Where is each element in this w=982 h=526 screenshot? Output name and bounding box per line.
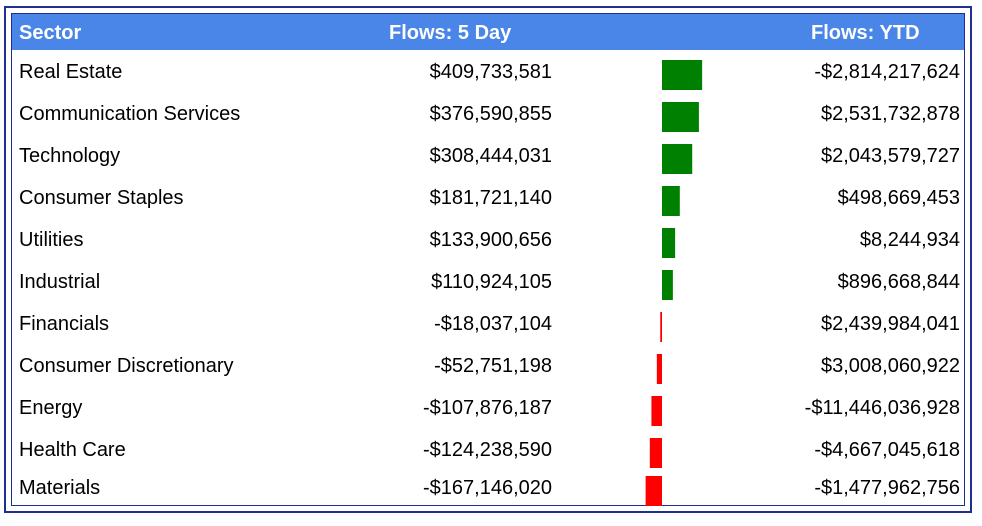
sector-name: Consumer Discretionary (19, 355, 234, 377)
flows-table-frame: Sector Flows: 5 Day Flows: YTD Real Esta… (4, 6, 972, 513)
flow-bar-energy (651, 396, 662, 426)
table-row: Real Estate $409,733,581 -$2,814,217,624 (12, 50, 964, 92)
table-row: Industrial $110,924,105 $896,668,844 (12, 260, 964, 302)
table-row: Consumer Staples $181,721,140 $498,669,453 (12, 176, 964, 218)
table-row: Technology $308,444,031 $2,043,579,727 (12, 134, 964, 176)
flows-5-day-value: $376,590,855 (429, 103, 552, 125)
table-row: Utilities $133,900,656 $8,244,934 (12, 218, 964, 260)
flow-bar-materials (645, 476, 662, 506)
flow-bars-chart (645, 60, 703, 506)
flows-ytd-value: $2,043,579,727 (820, 145, 960, 167)
flow-bar-financials (660, 312, 662, 342)
flows-ytd-value: -$2,814,217,624 (814, 61, 960, 83)
flows-ytd-value: -$4,667,045,618 (814, 439, 960, 461)
flows-ytd-value: $2,439,984,041 (820, 313, 960, 335)
sector-name: Utilities (19, 229, 84, 251)
flows-5-day-value: $110,924,105 (431, 271, 552, 293)
flows-5-day-value: $308,444,031 (429, 145, 552, 167)
flows-ytd-value: -$1,477,962,756 (814, 477, 960, 499)
table-row: Financials -$18,037,104 $2,439,984,041 (12, 302, 964, 344)
table-row: Health Care -$124,238,590 -$4,667,045,618 (12, 428, 964, 470)
flows-5-day-value: -$107,876,187 (422, 397, 552, 419)
sector-name: Health Care (19, 439, 126, 461)
sector-name: Energy (19, 397, 83, 419)
flows-5-day-value: $133,900,656 (429, 229, 552, 251)
flows-5-day-value: -$52,751,198 (434, 355, 552, 377)
flow-bar-utilities (662, 228, 676, 258)
flow-bar-health-care (649, 438, 662, 468)
flows-ytd-value: $896,668,844 (837, 271, 960, 293)
sector-name: Materials (19, 477, 101, 499)
table-row: Communication Services $376,590,855 $2,531… (12, 92, 964, 134)
flow-bar-industrial (662, 270, 673, 300)
flows-table: Sector Flows: 5 Day Flows: YTD Real Esta… (11, 13, 965, 506)
table-row: Consumer Discretionary -$52,751,198 $3,008… (12, 344, 964, 386)
sector-name: Financials (19, 313, 110, 335)
sector-name: Technology (19, 145, 121, 167)
table-row: Energy -$107,876,187 -$11,446,036,928 (12, 386, 964, 428)
flows-5-day-value: $409,733,581 (429, 61, 552, 83)
flows-ytd-value: $8,244,934 (859, 229, 960, 251)
table-header: Sector Flows: 5 Day Flows: YTD (12, 14, 964, 50)
header-flows-ytd: Flows: YTD (811, 22, 920, 44)
flows-ytd-value: $2,531,732,878 (820, 103, 960, 125)
header-sector: Sector (19, 22, 82, 44)
flow-bar-consumer-staples (662, 186, 680, 216)
flows-ytd-value: $498,669,453 (837, 187, 960, 209)
flows-ytd-value: $3,008,060,922 (820, 355, 960, 377)
flows-5-day-value: -$167,146,020 (422, 477, 552, 499)
sector-name: Real Estate (19, 61, 123, 83)
flows-ytd-value: -$11,446,036,928 (804, 397, 960, 419)
table-row: Materials -$167,146,020 -$1,477,962,756 (12, 466, 964, 508)
sector-name: Communication Services (19, 103, 241, 125)
flow-bar-real-estate (662, 60, 703, 90)
flows-5-day-value: $181,721,140 (429, 187, 552, 209)
flow-bar-consumer-discretionary (656, 354, 662, 384)
flow-bar-communication-services (662, 102, 699, 132)
header-flows-5-day: Flows: 5 Day (389, 22, 512, 44)
sector-name: Industrial (19, 271, 101, 293)
sector-name: Consumer Staples (19, 187, 184, 209)
flows-5-day-value: -$124,238,590 (422, 439, 552, 461)
flow-bar-technology (662, 144, 693, 174)
flows-5-day-value: -$18,037,104 (434, 313, 552, 335)
